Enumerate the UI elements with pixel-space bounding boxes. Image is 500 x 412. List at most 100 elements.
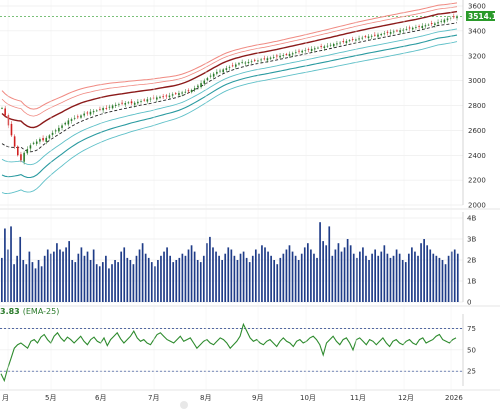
candle-body [99,108,101,110]
candle-body [64,122,66,125]
volume-bar [209,236,211,302]
volume-bar [117,262,119,302]
rsi-line [0,322,457,383]
candle-body [42,138,44,141]
candle-body [20,154,22,161]
candle-body [351,39,354,41]
volume-bar [22,260,25,302]
candle-body [222,69,224,73]
candle-body [127,102,130,104]
candle-body [225,68,228,70]
candle-body [304,50,307,51]
volume-bar [193,251,196,302]
candle-body [282,55,285,56]
candle-body [29,145,32,149]
volume-bar [325,245,328,302]
candle-body [329,44,332,46]
volume-bar [169,255,171,302]
candle-body [228,66,231,68]
volume-bar [101,262,104,302]
volume-bar [297,260,300,302]
volume-bar [114,260,116,302]
upper-band-outer [1,2,458,110]
candle-body [7,114,10,126]
volume-bar [74,262,77,302]
volume-bar [77,253,80,302]
moving-average-dashed [1,22,458,153]
volume-bar [68,241,71,302]
volume-bar [37,260,40,302]
price-tick-label: 3000 [468,77,486,85]
volume-bar [28,251,31,302]
volume-bar [258,253,260,302]
lower-band-3 [1,41,458,194]
price-tick-label: 3600 [468,3,486,11]
volume-bar [135,255,138,302]
rsi-readout-value: 3.83 (EMA-25) [0,307,59,316]
volume-bar [261,245,263,302]
candle-body [200,83,202,88]
volume-bar [83,255,86,302]
volume-bar [105,255,107,302]
candle-body [235,64,237,67]
volume-bar [411,247,413,302]
candle-body [35,141,38,144]
candle-body [133,102,136,105]
x-tick-label: 12月 [398,394,414,402]
volume-bar [374,249,377,302]
candle-body [171,94,174,96]
candle-body [178,93,180,96]
volume-bar [120,251,123,302]
volume-bar [435,255,438,302]
volume-bar [307,243,309,302]
volume-bar [202,255,205,302]
candle-body [339,42,341,44]
volume-bar [236,260,239,302]
volume-bar [239,253,242,302]
volume-bar [337,243,340,302]
volume-bar [389,257,392,302]
candle-body [402,29,405,31]
candle-body [405,29,408,30]
volume-bar [89,260,92,302]
volume-bar [294,255,297,302]
candle-body [92,111,95,113]
candle-body [89,111,92,115]
candle-body [250,61,253,63]
candle-body [137,101,139,104]
candle-body [54,130,57,132]
volume-bar [267,251,269,302]
volume-bar [365,255,367,302]
candle-body [95,110,98,112]
candle-body [269,57,272,59]
candle-body [374,34,376,36]
candle-body [159,96,161,98]
volume-bar [404,262,407,302]
candle-body [260,59,262,61]
candle-body [114,104,117,106]
candle-body [288,53,291,56]
volume-bar [248,262,251,302]
x-tick-label: 5月 [45,394,56,402]
rsi-value: 3.83 [0,307,20,316]
volume-bar [300,253,303,302]
candle-body [348,40,351,42]
candle-body [411,27,414,30]
volume-bar [453,249,456,302]
scroll-handle-icon[interactable] [180,401,188,409]
candle-body [143,99,145,101]
volume-bar [157,260,159,302]
volume-bar [279,257,282,302]
candle-body [399,30,401,33]
volume-bar [166,247,168,302]
candle-body [263,58,266,60]
volume-bar [86,251,89,302]
candle-body [149,98,152,100]
candle-body [111,105,114,109]
candle-body [77,116,79,118]
volume-bar [19,236,22,302]
volume-bar [123,247,126,302]
volume-bar [340,251,343,302]
candle-body [70,119,73,121]
